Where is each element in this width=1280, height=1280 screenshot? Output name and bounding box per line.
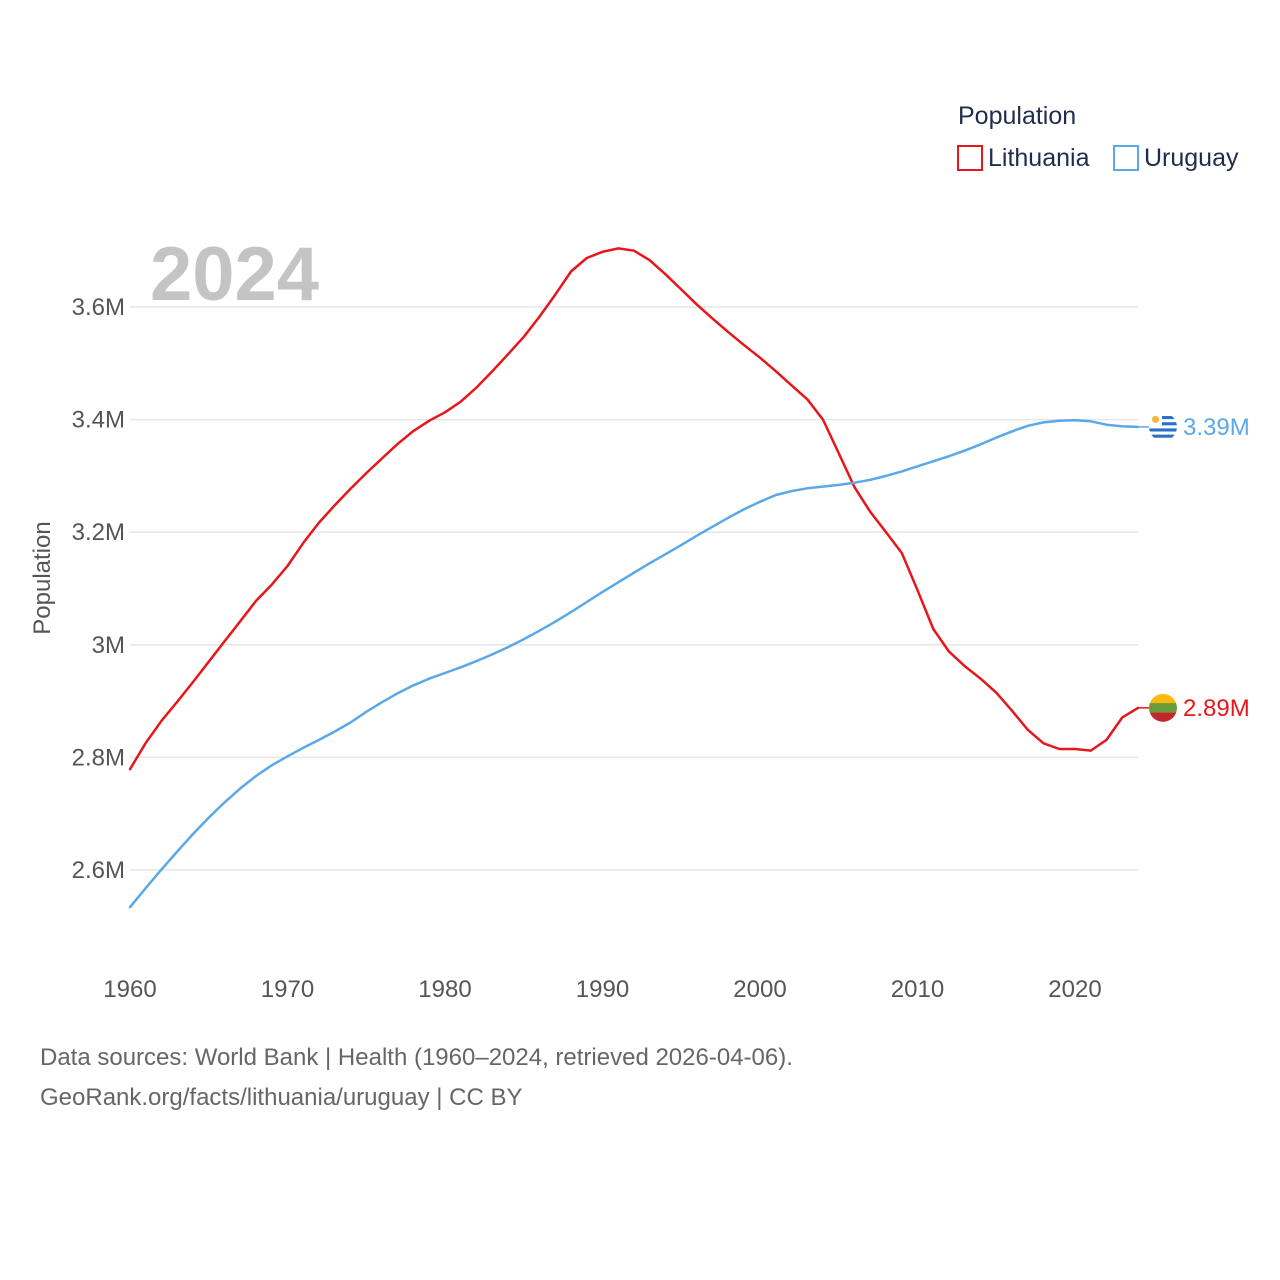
x-tick-label: 1990 [576,976,629,1003]
legend-title: Population [958,102,1076,130]
lithuania-flag-icon [1149,693,1177,722]
legend: Population Lithuania Uruguay [957,102,1239,172]
y-tick-label: 3.4M [72,407,125,434]
series-line-uruguay[interactable] [128,418,1140,909]
x-tick-label: 1970 [261,976,314,1003]
y-tick-label: 3.2M [72,519,125,546]
current-year-label: 2024 [150,232,319,317]
legend-swatch-uruguay [1113,145,1139,171]
x-axis: 1960 1970 1980 1990 2000 2010 2020 [103,976,1101,1003]
legend-swatch-lithuania [957,145,983,171]
x-tick-label: 1980 [418,976,471,1003]
y-tick-label: 2.8M [72,744,125,771]
y-tick-label: 2.6M [72,857,125,884]
end-value-label-lithuania: 2.89M [1183,695,1250,722]
legend-item-uruguay[interactable]: Uruguay [1113,144,1239,172]
legend-label-lithuania: Lithuania [988,144,1090,172]
data-sources-note: Data sources: World Bank | Health (1960–… [40,1044,793,1071]
x-tick-label: 2010 [891,976,944,1003]
y-tick-label: 3.6M [72,294,125,321]
end-markers: 2.89M 3.39M [1138,412,1250,722]
legend-item-lithuania[interactable]: Lithuania [957,144,1090,172]
gridlines [130,306,1138,871]
legend-label-uruguay: Uruguay [1144,144,1239,172]
y-axis: 2.6M 2.8M 3M 3.2M 3.4M 3.6M [72,294,125,884]
x-tick-label: 2020 [1048,976,1101,1003]
uruguay-flag-icon [1149,412,1177,441]
series-line-lithuania[interactable] [128,247,1140,771]
source-link[interactable]: GeoRank.org/facts/lithuania/uruguay | CC… [40,1084,523,1111]
y-axis-title: Population [29,521,56,634]
x-tick-label: 1960 [103,976,156,1003]
end-value-label-uruguay: 3.39M [1183,414,1250,441]
series-lines [128,247,1140,909]
x-tick-label: 2000 [733,976,786,1003]
y-tick-label: 3M [92,632,125,659]
